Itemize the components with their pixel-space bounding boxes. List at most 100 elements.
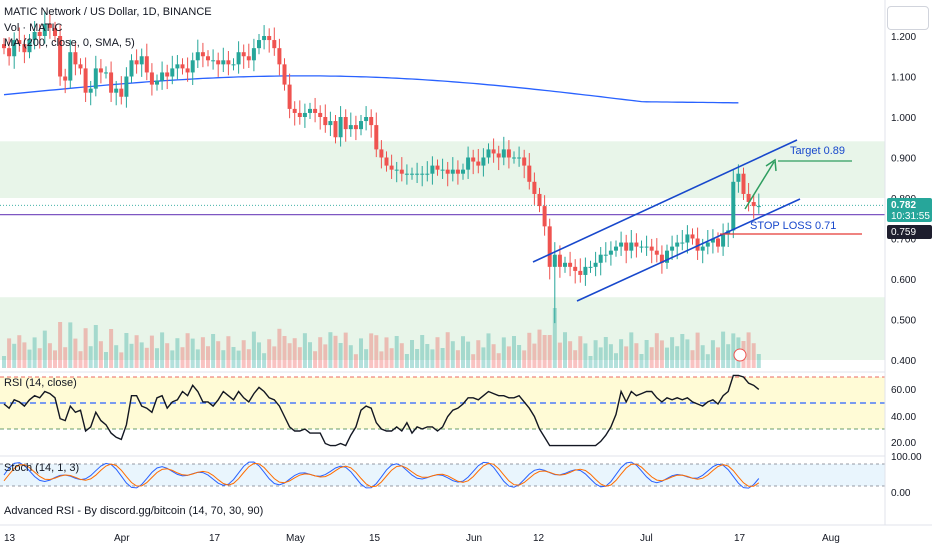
rsi-panel-label[interactable]: RSI (14, close) <box>4 377 77 389</box>
volume-bar <box>53 350 57 368</box>
volume-bar <box>384 337 389 368</box>
volume-bar <box>318 337 323 368</box>
candle-body <box>63 76 68 81</box>
time-axis-label: May <box>286 533 305 544</box>
volume-bar <box>649 347 654 368</box>
volume-bar <box>144 347 149 368</box>
volume-bar <box>63 347 68 368</box>
volume-bar <box>399 343 404 368</box>
candle-body <box>537 193 542 207</box>
volume-bar <box>129 343 134 368</box>
candle-body <box>313 108 318 113</box>
volume-bar <box>139 342 144 368</box>
volume-bar <box>27 349 32 368</box>
volume-bar <box>353 354 358 368</box>
rsi-tick-label: 60.00 <box>891 385 916 396</box>
volume-bar <box>624 346 629 368</box>
time-axis-label: 15 <box>369 533 381 544</box>
volume-bar <box>160 332 165 368</box>
volume-bar <box>410 340 414 368</box>
candle-body <box>78 64 83 69</box>
candle-body <box>481 157 486 166</box>
candle-body <box>573 266 578 271</box>
alert-icon <box>733 348 747 362</box>
volume-bar <box>83 328 88 368</box>
candle-body <box>369 117 374 126</box>
volume-bar <box>379 351 384 368</box>
candle-body <box>7 48 12 57</box>
chart-settings-button[interactable] <box>887 6 929 30</box>
candle-body <box>506 149 511 158</box>
volume-bar <box>226 336 231 368</box>
candle-body <box>404 173 409 175</box>
volume-bar <box>292 338 297 368</box>
volume-bar <box>476 340 481 368</box>
volume-bar <box>496 353 501 368</box>
stoch-tick-label: 100.00 <box>891 452 922 463</box>
volume-bar <box>114 345 119 368</box>
candle-body <box>527 165 532 182</box>
time-axis-label: 17 <box>734 533 746 544</box>
candle-body <box>619 242 624 247</box>
candle-body <box>588 266 593 268</box>
candle-body <box>639 246 644 248</box>
candle-body <box>384 157 389 166</box>
candle-body <box>241 52 246 57</box>
candle-body <box>348 125 353 130</box>
candle-body <box>73 52 78 65</box>
candle-body <box>155 80 159 85</box>
candle-body <box>430 165 435 174</box>
volume-bar <box>680 334 685 368</box>
candle-body <box>547 226 552 267</box>
candle-body <box>88 88 93 93</box>
candle-body <box>614 246 618 251</box>
rsi-tick-label: 40.00 <box>891 412 916 423</box>
volume-bar <box>338 343 343 368</box>
candle-body <box>175 64 180 69</box>
candle-body <box>608 250 613 255</box>
volume-indicator-label[interactable]: Vol · MATIC <box>4 22 63 34</box>
candle-body <box>624 242 629 251</box>
candle-body <box>139 56 144 65</box>
target-arrowhead <box>765 158 777 172</box>
volume-bar <box>185 333 190 368</box>
candle-body <box>17 40 22 45</box>
candle-body <box>598 254 603 263</box>
volume-bar <box>756 354 761 368</box>
candle-body <box>338 117 343 138</box>
moving-average-label[interactable]: MA (200, close, 0, SMA, 5) <box>4 37 135 49</box>
volume-bar <box>445 332 450 368</box>
volume-bar <box>104 352 108 368</box>
candle-body <box>267 36 272 41</box>
candle-body <box>695 238 700 251</box>
time-axis-label: 13 <box>4 533 16 544</box>
volume-bar <box>731 333 736 368</box>
candle-body <box>496 153 501 158</box>
candle-body <box>690 234 695 239</box>
candle-body <box>486 149 491 158</box>
candle-body <box>246 56 251 61</box>
volume-bar <box>746 332 751 368</box>
advanced-rsi-script-label[interactable]: Advanced RSI - By discord.gg/bitcoin (14… <box>4 505 264 517</box>
candle-body <box>359 121 363 130</box>
volume-bar <box>241 340 246 368</box>
volume-bar <box>547 335 552 368</box>
volume-bar <box>308 342 312 368</box>
volume-bar <box>481 347 486 368</box>
volume-bar <box>124 333 129 368</box>
volume-bar <box>206 346 210 368</box>
candle-body <box>144 56 149 73</box>
volume-bar <box>450 341 455 368</box>
volume-bar <box>93 325 98 368</box>
candle-body <box>557 254 562 267</box>
stoch-panel-label[interactable]: Stoch (14, 1, 3) <box>4 462 80 474</box>
volume-bar <box>328 332 333 368</box>
volume-bar <box>297 347 302 368</box>
candle-body <box>251 48 256 61</box>
candle-body <box>466 157 471 170</box>
candle-body <box>542 206 547 227</box>
volume-bar <box>425 344 430 368</box>
candle-body <box>12 40 17 57</box>
candle-body <box>563 262 567 267</box>
